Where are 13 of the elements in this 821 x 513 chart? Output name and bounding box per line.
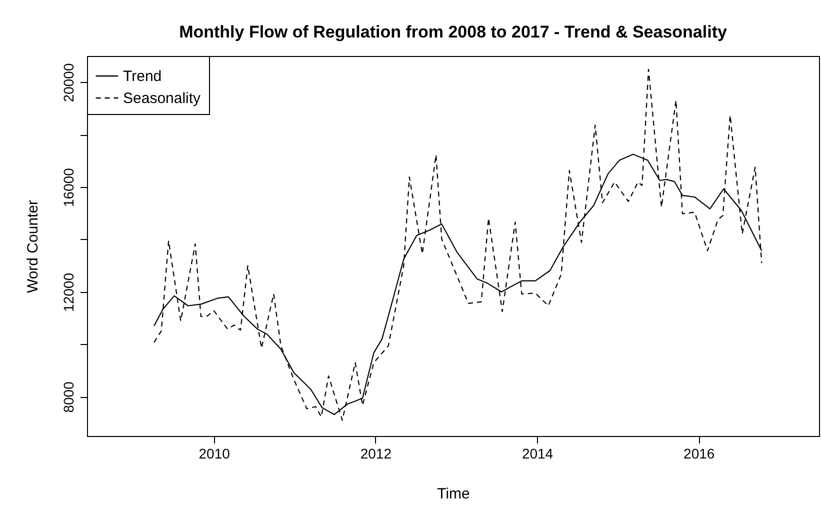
y-tick-label: 12000 (60, 272, 76, 312)
legend-label: Seasonality (123, 90, 202, 107)
y-axis-title: Word Counter (24, 200, 42, 294)
legend-label: Trend (123, 68, 162, 85)
x-tick-label: 2014 (522, 446, 554, 462)
x-tick-label: 2012 (360, 446, 392, 462)
chart-title: Monthly Flow of Regulation from 2008 to 2017 - Trend & Seasonality (179, 22, 728, 42)
x-axis-title: Time (437, 486, 470, 502)
y-tick-label: 20000 (60, 63, 76, 102)
y-tick-label: 8000 (60, 381, 76, 413)
x-tick-label: 2010 (198, 446, 230, 462)
x-tick-label: 2016 (684, 446, 715, 462)
y-tick-label: 16000 (60, 168, 76, 208)
